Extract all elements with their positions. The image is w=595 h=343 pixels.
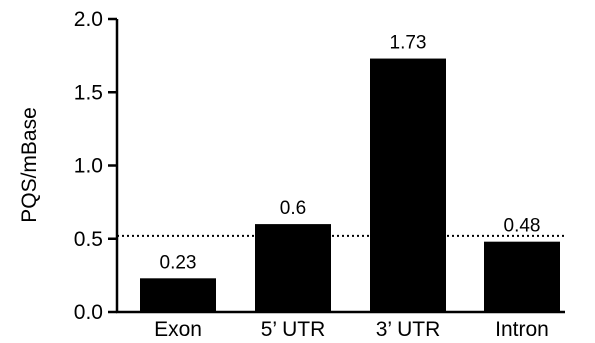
y-tick-label: 2.0 — [74, 8, 103, 31]
category-label: 3’ UTR — [376, 318, 441, 341]
category-label: Exon — [154, 318, 202, 341]
category-label: Intron — [495, 318, 549, 341]
bar — [255, 224, 331, 312]
y-axis: 0.0 0.5 1.0 1.5 2.0 — [74, 8, 119, 324]
bar — [484, 241, 560, 312]
y-tick-label: 1.0 — [74, 155, 103, 178]
data-label: 0.6 — [280, 198, 306, 219]
data-label: 1.73 — [390, 33, 427, 54]
x-axis: Exon 5’ UTR 3’ UTR Intron — [116, 310, 565, 341]
data-label: 0.48 — [504, 216, 541, 237]
category-label: 5’ UTR — [261, 318, 326, 341]
bar — [370, 58, 446, 313]
data-label: 0.23 — [160, 252, 197, 273]
bars: 0.23 0.6 1.73 0.48 — [140, 33, 560, 313]
y-tick-label: 1.5 — [74, 81, 103, 104]
y-axis-title: PQS/mBase — [18, 107, 41, 223]
y-tick-label: 0.0 — [74, 301, 103, 324]
bar — [140, 278, 216, 312]
y-tick-label: 0.5 — [74, 228, 103, 251]
